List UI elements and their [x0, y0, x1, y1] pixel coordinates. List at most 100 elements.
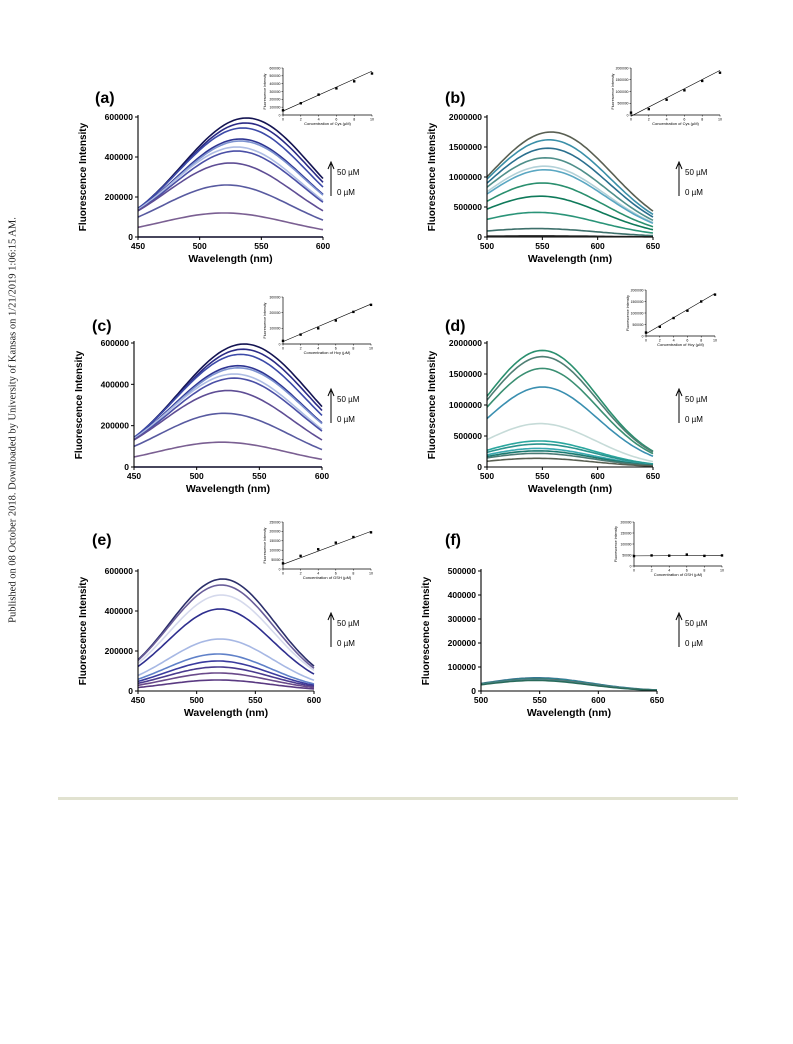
- inset-x-tick-label: 10: [720, 569, 724, 573]
- annotation-bottom: 0 µM: [685, 639, 703, 648]
- y-axis-title: Fluorescence Intensity: [427, 122, 438, 231]
- inset-y-tick-label: 1000000: [616, 90, 629, 94]
- x-axis-title: Wavelength (nm): [188, 253, 272, 265]
- inset-y-title: Fluorescence Intensity: [614, 526, 618, 562]
- x-axis-title: Wavelength (nm): [528, 483, 612, 495]
- y-tick-label: 500000: [448, 566, 477, 576]
- inset-x-tick-label: 0: [630, 118, 632, 122]
- inset-y-tick-label: 100000: [269, 327, 280, 331]
- y-tick-label: 2000000: [449, 112, 482, 122]
- x-tick-label: 600: [591, 471, 605, 481]
- inset-data-point: [645, 331, 647, 333]
- y-tick-label: 200000: [101, 421, 130, 431]
- inset-x-tick-label: 10: [369, 572, 373, 576]
- x-tick-label: 550: [252, 471, 266, 481]
- inset-x-tick-label: 8: [352, 572, 354, 576]
- inset-x-tick-label: 2: [651, 569, 653, 573]
- y-tick-label: 400000: [105, 152, 134, 162]
- inset-x-title: Concentration of Hcy (µM): [657, 342, 704, 347]
- inset-x-title: Concentration of GSH (µM): [654, 572, 703, 577]
- x-tick-label: 550: [248, 695, 262, 705]
- inset-data-point: [714, 293, 716, 295]
- inset-y-tick-label: 0: [642, 334, 644, 338]
- inset-data-point: [352, 311, 354, 313]
- spectrum-curve: [487, 368, 653, 453]
- x-axis-title: Wavelength (nm): [184, 707, 268, 719]
- inset-y-title: Fluorescence Intensity: [263, 527, 267, 563]
- x-tick-label: 650: [650, 695, 664, 705]
- inset-x-title: Concentration of Hcy (µM): [304, 350, 351, 355]
- spectrum-curve: [134, 374, 322, 439]
- inset-y-tick-label: 1000000: [631, 311, 644, 315]
- x-tick-label: 600: [591, 695, 605, 705]
- inset-data-point: [648, 108, 650, 110]
- annotation-bottom: 0 µM: [685, 188, 703, 197]
- x-tick-label: 550: [535, 471, 549, 481]
- x-axis-title: Wavelength (nm): [528, 253, 612, 265]
- inset-data-point: [672, 317, 674, 319]
- spectrum-curve: [138, 639, 314, 680]
- spectrum-curve: [487, 350, 653, 451]
- x-tick-label: 600: [591, 241, 605, 251]
- x-tick-label: 500: [190, 471, 204, 481]
- panel-label: (a): [95, 90, 115, 107]
- x-tick-label: 500: [474, 695, 488, 705]
- y-tick-label: 400000: [105, 606, 134, 616]
- y-axis-title: Fluorescence Intensity: [78, 576, 89, 685]
- inset-y-tick-label: 50000: [622, 553, 631, 557]
- annotation-top: 50 µM: [685, 395, 708, 404]
- y-tick-label: 1500000: [449, 142, 482, 152]
- inset-x-tick-label: 8: [701, 118, 703, 122]
- inset-data-point: [299, 333, 301, 335]
- inset-data-point: [317, 93, 319, 95]
- x-tick-label: 450: [131, 695, 145, 705]
- inset-data-point: [686, 553, 688, 555]
- inset-fit-line: [646, 293, 715, 333]
- inset-x-title: Concentration of Cys (µM): [304, 121, 351, 126]
- x-tick-label: 600: [316, 241, 330, 251]
- x-axis-title: Wavelength (nm): [186, 483, 270, 495]
- inset-y-title: Fluorescence Intensity: [263, 302, 267, 338]
- panel-label: (d): [445, 318, 465, 335]
- inset-y-tick-label: 400000: [269, 82, 280, 86]
- inset-data-point: [700, 300, 702, 302]
- y-tick-label: 300000: [448, 614, 477, 624]
- inset-y-tick-label: 50000: [271, 558, 280, 562]
- spectrum-curve: [138, 213, 323, 230]
- inset-data-point: [353, 80, 355, 82]
- inset-data-point: [282, 340, 284, 342]
- inset-y-tick-label: 0: [279, 342, 281, 346]
- y-tick-label: 600000: [105, 566, 134, 576]
- y-tick-label: 200000: [105, 646, 134, 656]
- inset-data-point: [317, 548, 319, 550]
- inset-fit-line: [283, 304, 371, 342]
- inset-x-tick-label: 10: [718, 118, 722, 122]
- inset-data-point: [650, 554, 652, 556]
- inset-data-point: [683, 89, 685, 91]
- y-tick-label: 100000: [448, 662, 477, 672]
- inset-x-tick-label: 0: [282, 118, 284, 122]
- inset-data-point: [335, 541, 337, 543]
- inset-y-tick-label: 100000: [269, 105, 280, 109]
- inset-x-tick-label: 0: [633, 569, 635, 573]
- y-tick-label: 1500000: [449, 369, 482, 379]
- x-tick-label: 650: [646, 471, 660, 481]
- y-axis-title: Fluorescence Intensity: [78, 122, 89, 231]
- inset-y-tick-label: 100000: [620, 542, 631, 546]
- annotation-bottom: 0 µM: [685, 415, 703, 424]
- x-tick-label: 550: [533, 695, 547, 705]
- inset-data-point: [282, 109, 284, 111]
- inset-y-tick-label: 500000: [617, 102, 628, 106]
- inset-y-tick-label: 0: [630, 564, 632, 568]
- inset-y-tick-label: 200000: [269, 530, 280, 534]
- inset-y-tick-label: 2000000: [616, 66, 629, 70]
- y-tick-label: 600000: [105, 112, 134, 122]
- inset-data-point: [317, 327, 319, 329]
